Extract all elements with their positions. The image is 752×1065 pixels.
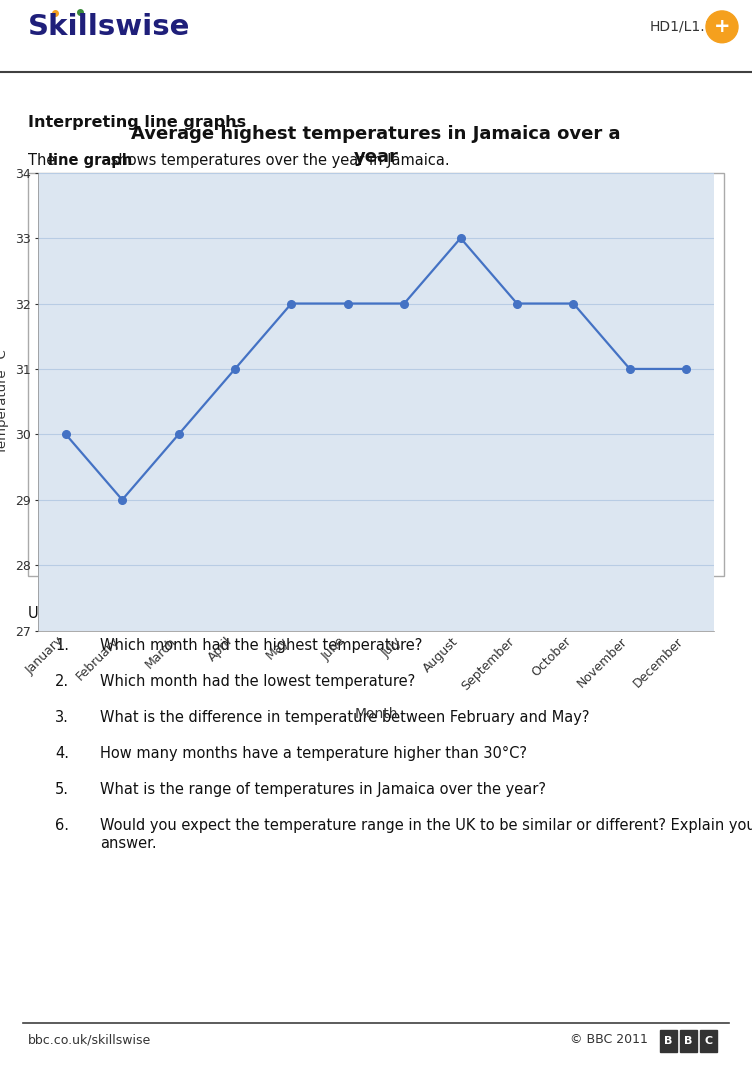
Text: 6.: 6. bbox=[55, 818, 69, 833]
Text: +: + bbox=[714, 17, 730, 36]
Text: Interpreting line graphs: Interpreting line graphs bbox=[28, 115, 246, 130]
Bar bbox=[660, 1030, 677, 1052]
Text: Would you expect the temperature range in the UK to be similar or different? Exp: Would you expect the temperature range i… bbox=[100, 818, 752, 833]
Bar bbox=[680, 1030, 697, 1052]
Text: How many months have a temperature higher than 30°C?: How many months have a temperature highe… bbox=[100, 746, 527, 760]
Bar bbox=[28, 173, 724, 576]
Text: 1.: 1. bbox=[55, 638, 69, 653]
Text: 3.: 3. bbox=[55, 710, 69, 725]
Bar bbox=[700, 1030, 717, 1052]
X-axis label: Month: Month bbox=[354, 707, 398, 721]
Text: HD1/L1.1: HD1/L1.1 bbox=[650, 20, 714, 34]
Circle shape bbox=[706, 11, 738, 43]
Text: © BBC 2011: © BBC 2011 bbox=[570, 1033, 648, 1047]
Text: What is the difference in temperature between February and May?: What is the difference in temperature be… bbox=[100, 710, 590, 725]
Text: 4.: 4. bbox=[55, 746, 69, 760]
Text: line graph: line graph bbox=[48, 152, 132, 167]
Text: answer.: answer. bbox=[100, 836, 156, 851]
Text: What is the range of temperatures in Jamaica over the year?: What is the range of temperatures in Jam… bbox=[100, 782, 546, 797]
Text: Which month had the highest temperature?: Which month had the highest temperature? bbox=[100, 638, 423, 653]
Text: shows temperatures over the year in Jamaica.: shows temperatures over the year in Jama… bbox=[106, 152, 450, 167]
Text: 2.: 2. bbox=[55, 674, 69, 689]
Text: 5.: 5. bbox=[55, 782, 69, 797]
Text: The: The bbox=[28, 152, 60, 167]
Y-axis label: Temperature °C: Temperature °C bbox=[0, 349, 9, 454]
Text: bbc.co.uk/skillswise: bbc.co.uk/skillswise bbox=[28, 1033, 151, 1047]
Title: Average highest temperatures in Jamaica over a
year: Average highest temperatures in Jamaica … bbox=[132, 126, 620, 165]
Text: B: B bbox=[664, 1036, 673, 1046]
Text: Which month had the lowest temperature?: Which month had the lowest temperature? bbox=[100, 674, 415, 689]
Text: C: C bbox=[705, 1036, 713, 1046]
Text: Skillswise: Skillswise bbox=[28, 13, 190, 40]
Text: B: B bbox=[684, 1036, 693, 1046]
Text: Use the graph to answer the questions below.: Use the graph to answer the questions be… bbox=[28, 606, 365, 621]
